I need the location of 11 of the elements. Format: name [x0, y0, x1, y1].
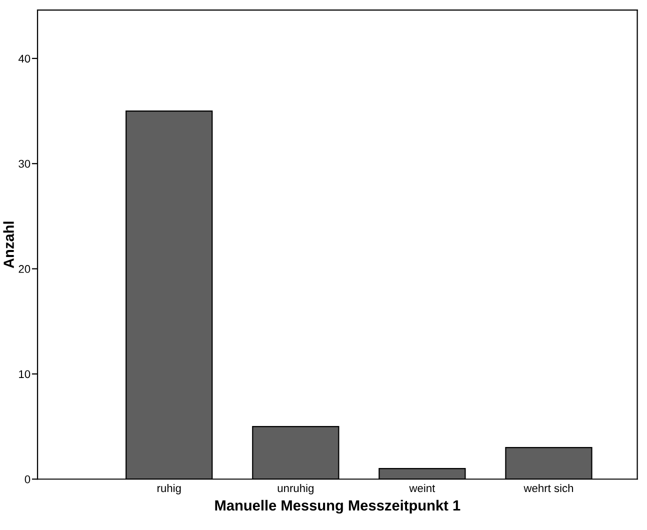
x-tick-label: weint — [409, 484, 436, 492]
y-tick-label: 20 — [18, 265, 30, 273]
x-tick-label: ruhig — [158, 484, 181, 494]
x-tick-label: unruhig — [278, 484, 314, 494]
y-tick-label: 0 — [24, 475, 30, 484]
x-axis-title: Manuelle Messung Messzeitpunkt 1 — [215, 500, 460, 514]
x-tick-label: wehrt sich — [524, 484, 574, 492]
y-tick-label: 10 — [19, 370, 30, 378]
y-tick-label: 40 — [18, 54, 30, 63]
y-tick-label: 30 — [18, 160, 30, 168]
y-axis-title: Anzahl — [3, 222, 14, 268]
